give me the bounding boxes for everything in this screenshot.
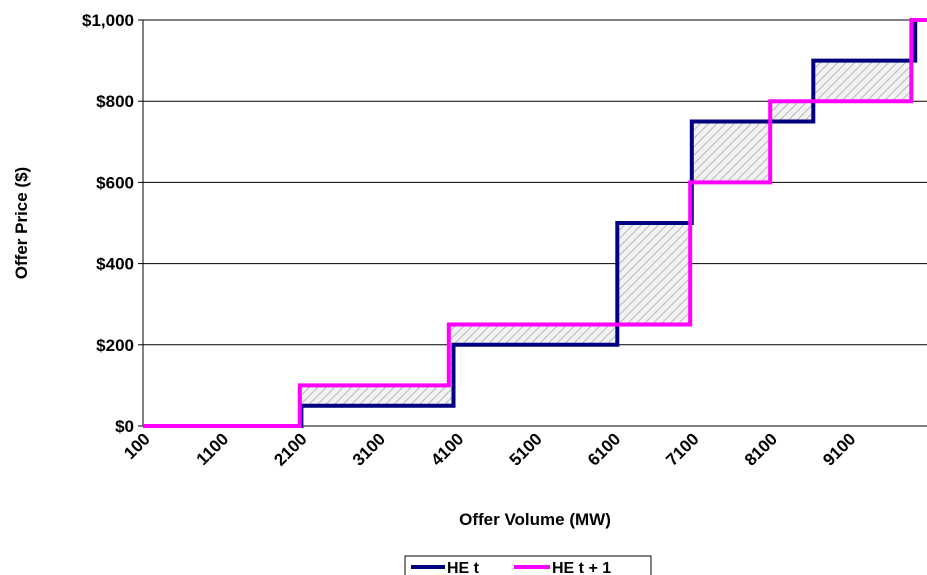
legend: HE t HE t + 1	[404, 555, 652, 575]
y-tick-labels: $0 $200 $400 $600 $800 $1,000	[82, 11, 134, 436]
shaded-segment	[301, 385, 449, 406]
y-tick-label: $0	[115, 417, 134, 436]
series-line-he-t-plus-1	[143, 18, 927, 428]
shaded-difference-region	[299, 20, 916, 426]
x-tick-label: 9100	[819, 429, 859, 469]
y-tick-label: $600	[96, 173, 134, 192]
x-tick-label: 2100	[270, 429, 310, 469]
y-axis-title: Offer Price ($)	[12, 167, 31, 279]
x-tick-label: 1100	[193, 429, 233, 469]
grid-lines	[143, 19, 927, 427]
shaded-segment	[448, 324, 454, 406]
shaded-segment	[617, 223, 691, 325]
x-tick-labels: 100 1100 2100 3100 4100 5100 6100 7100 8100 9100	[120, 429, 859, 469]
legend-label-he-t-plus-1: HE t + 1	[552, 560, 611, 575]
x-tick-label: 7100	[662, 429, 702, 469]
x-axis-title: Offer Volume (MW)	[459, 510, 611, 529]
x-tick-label: 8100	[741, 429, 781, 469]
shaded-segment	[453, 324, 618, 345]
shaded-segment	[770, 101, 814, 122]
shaded-segment	[691, 121, 771, 183]
y-tick-label: $800	[96, 92, 134, 111]
x-tick-label: 5100	[506, 429, 546, 469]
y-tick-label: $400	[96, 255, 134, 274]
y-tick-label: $200	[96, 336, 134, 355]
x-tick-label: 3100	[349, 429, 389, 469]
legend-label-he-t: HE t	[447, 560, 480, 575]
x-tick-label: 6100	[584, 429, 624, 469]
axes	[138, 19, 927, 427]
series-line-he-t	[143, 18, 927, 428]
shaded-segment	[813, 60, 912, 102]
x-tick-label: 4100	[427, 429, 467, 469]
series-lines	[143, 18, 927, 428]
y-tick-label: $1,000	[82, 11, 134, 30]
